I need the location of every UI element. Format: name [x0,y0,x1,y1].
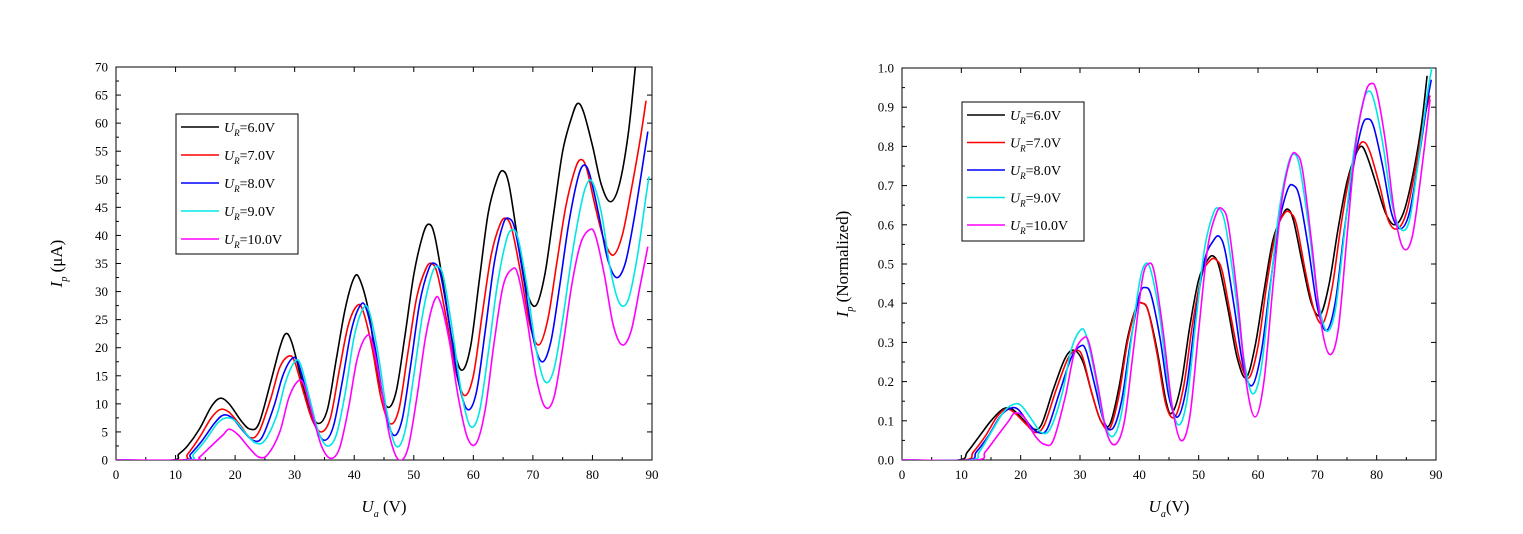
x-tick-label: 0 [113,467,120,482]
y-tick-label: 20 [95,340,108,355]
legend: UR=6.0V UR=7.0V UR=8.0V UR=9.0V UR=10.0V [961,101,1085,242]
series-line-3 [902,79,1433,460]
x-axis-title: Ua(V) [1149,497,1190,520]
x-axis-title-main: U [361,497,375,516]
y-tick-label: 0.5 [878,257,894,272]
y-tick-label: 1.0 [878,61,894,76]
y-tick-label: 60 [95,116,108,131]
x-tick-label: 0 [899,467,906,482]
y-tick-label: 0.8 [878,139,894,154]
y-axis-title-unit: (μA) [47,240,66,277]
legend-label: UR=7.0V [224,149,275,166]
y-tick-label: 0.3 [878,335,894,350]
y-tick-label: 0.4 [878,296,895,311]
x-tick-label: 40 [1133,467,1146,482]
x-tick-label: 20 [1014,467,1027,482]
y-tick-label: 55 [95,144,108,159]
y-axis-title-sub: p [845,307,856,313]
y-tick-label: 0.2 [878,374,894,389]
y-tick-label: 0.1 [878,413,894,428]
y-tick-label: 0 [102,453,109,468]
y-tick-label: 0.0 [878,453,894,468]
x-tick-label: 70 [1311,467,1324,482]
legend-label: UR=7.0V [1010,137,1061,154]
y-tick-label: 40 [95,228,108,243]
y-tick-label: 10 [95,396,108,411]
legend-label: UR=9.0V [224,205,275,222]
x-axis-title-unit: (V) [379,497,407,516]
legend-label: UR=9.0V [1010,192,1061,209]
x-tick-label: 10 [955,467,968,482]
x-tick-label: 70 [526,467,539,482]
series-line-3 [116,131,649,460]
series-line-4 [116,176,650,460]
y-tick-label: 45 [95,200,108,215]
series-line-5 [902,82,1431,460]
legend-label: UR=8.0V [1010,164,1061,181]
y-tick-label: 25 [95,312,108,327]
y-tick-label: 15 [95,368,108,383]
series-group [116,67,650,460]
y-tick-label: 5 [102,424,109,439]
x-tick-label: 30 [1074,467,1087,482]
x-tick-label: 10 [169,467,182,482]
y-tick-label: 35 [95,256,108,271]
x-tick-label: 60 [1252,467,1265,482]
y-tick-label: 50 [95,172,108,187]
x-tick-label: 90 [1430,467,1443,482]
x-tick-label: 30 [288,467,301,482]
x-axis-title-unit: (V) [1166,497,1190,516]
x-axis-title-sub: a [1161,509,1166,520]
x-tick-label: 60 [467,467,480,482]
y-axis-title-sub: p [59,277,70,283]
x-tick-label: 50 [407,467,420,482]
legend-label: UR=6.0V [1010,109,1061,126]
y-tick-label: 65 [95,88,108,103]
y-axis-title-main: I [833,310,852,318]
x-tick-label: 80 [586,467,599,482]
y-axis-title-main: I [47,280,66,288]
chart-1: 0 10 20 30 40 50 60 70 80 90 0 5 10 15 20 25 30 35 40 45 50 5… [47,60,659,521]
x-axis-title-main: U [1149,497,1163,516]
x-tick-label: 80 [1370,467,1383,482]
x-tick-label: 50 [1192,467,1205,482]
series-line-1 [116,67,637,460]
legend-label: UR=10.0V [224,233,282,250]
y-axis-title: Ip (μA) [47,240,70,289]
series-line-5 [116,228,649,460]
legend-label: UR=8.0V [224,177,275,194]
legend: UR=6.0V UR=7.0V UR=8.0V UR=9.0V UR=10.0V [175,113,299,255]
x-tick-label: 20 [229,467,242,482]
legend-box [961,101,1085,242]
legend-label: UR=10.0V [1010,219,1068,236]
y-axis-title: Ip (Normalized) [833,211,856,319]
x-axis-title: Ua (V) [361,497,406,520]
x-axis-title-sub: a [374,509,379,520]
legend-box [175,113,299,255]
chart-2: 0 10 20 30 40 50 60 70 80 90 0.0 0.1 0.2 0.3 0.4 0.5 0.6… [833,61,1443,521]
y-tick-label: 0.9 [878,100,894,115]
series-line-2 [116,100,647,460]
y-tick-label: 0.7 [878,178,895,193]
y-tick-label: 70 [95,60,108,75]
series-line-2 [902,95,1431,460]
y-axis-title-unit: (Normalized) [833,211,852,307]
legend-label: UR=6.0V [224,121,275,138]
y-tick-label: 30 [95,284,108,299]
series-group [902,68,1433,460]
x-tick-label: 40 [348,467,361,482]
x-tick-label: 90 [646,467,659,482]
y-tick-label: 0.6 [878,217,895,232]
